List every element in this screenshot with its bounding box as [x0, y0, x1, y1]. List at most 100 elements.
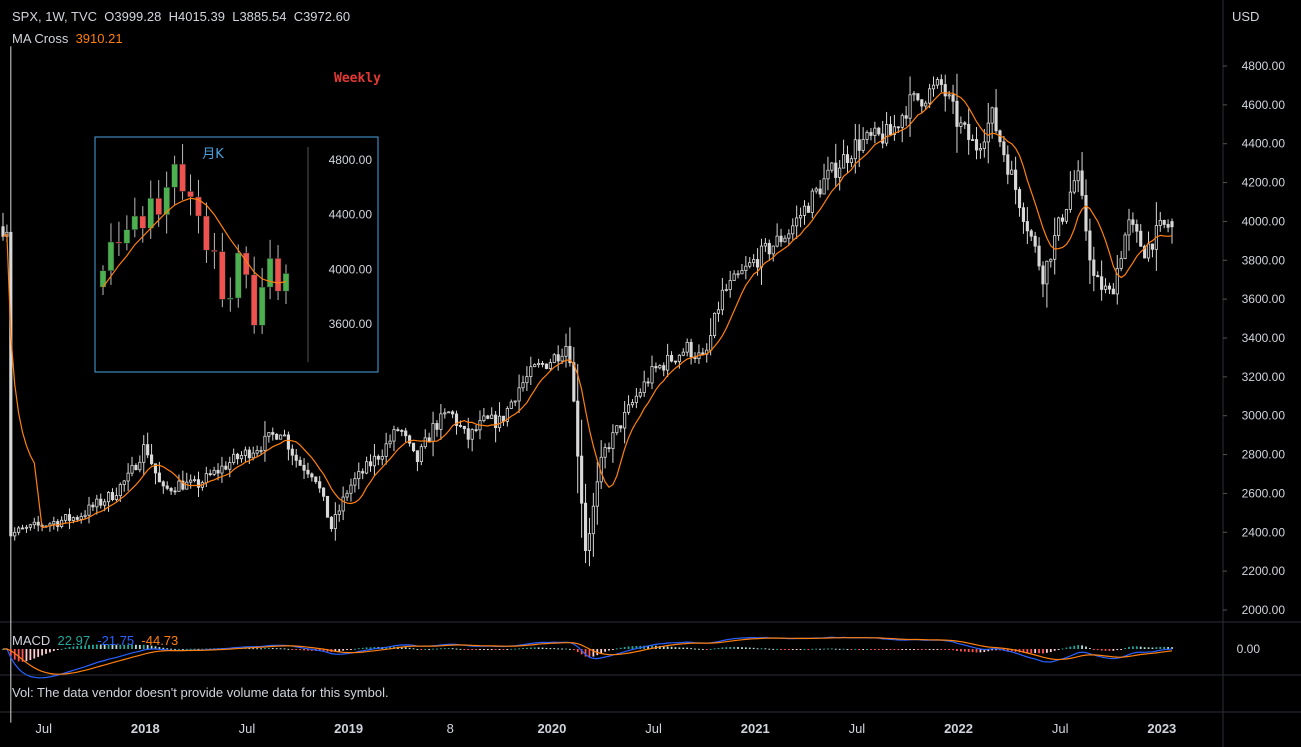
weekly-candle [87, 504, 91, 516]
macd-hist-bar [748, 647, 751, 649]
macd-hist-bar [416, 648, 419, 650]
macd-hist-bar [565, 648, 567, 650]
macd-hist-bar [80, 645, 83, 649]
weekly-candle [408, 435, 412, 444]
weekly-candle [716, 309, 721, 314]
macd-hist-bar [709, 648, 712, 650]
macd-hist-bar [123, 644, 126, 649]
macd-hist-bar [959, 649, 962, 652]
weekly-candle [752, 259, 756, 264]
macd-hist-bar [25, 649, 28, 662]
macd-hist-bar [404, 647, 407, 649]
weekly-candle [845, 154, 850, 164]
macd-hist-bar [49, 649, 51, 653]
weekly-candle [537, 363, 541, 366]
monthly-candle [274, 258, 282, 292]
weekly-candle [165, 485, 169, 489]
macd-hist-bar [592, 649, 595, 657]
weekly-candle [1060, 217, 1065, 222]
weekly-candle [1025, 221, 1029, 232]
monthly-candle [115, 241, 123, 244]
currency-label[interactable]: USD [1232, 9, 1260, 24]
macd-hist-bar [174, 648, 176, 650]
weekly-candle [494, 414, 498, 429]
weekly-candle [1127, 219, 1131, 236]
weekly-candle [28, 524, 32, 528]
macd-hist-bar [350, 649, 352, 650]
weekly-candle [271, 432, 275, 435]
macd-hist-bar [756, 648, 759, 650]
macd-label: MACD [12, 633, 51, 648]
weekly-candle [79, 516, 83, 520]
macd-hist-bar [713, 648, 716, 650]
macd-legend[interactable]: MACD 22.97 -21.75 -44.73 [12, 633, 178, 648]
weekly-candle [204, 473, 208, 484]
weekly-candle [17, 527, 21, 533]
macd-hist-bar [647, 645, 650, 649]
weekly-candle [396, 429, 400, 432]
weekly-candle [368, 461, 373, 467]
weekly-candle [1166, 224, 1170, 228]
inset-price-tick: 4000.00 [329, 262, 373, 276]
weekly-candle [486, 415, 490, 419]
weekly-candle [939, 79, 943, 85]
monthly-candle [195, 196, 202, 217]
weekly-candle [916, 93, 920, 101]
weekly-candle [1014, 169, 1018, 190]
symbol-interval[interactable]: SPX, 1W, TVC [12, 9, 98, 24]
monthly-candle [203, 215, 210, 251]
macd-hist-bar [111, 644, 114, 649]
weekly-candle [411, 442, 416, 452]
weekly-candle [99, 498, 103, 506]
macd-hist-bar [322, 649, 325, 652]
macd-hist-bar [13, 649, 16, 660]
macd-hist-bar [502, 649, 505, 650]
macd-hist-bar [494, 649, 497, 650]
weekly-candle [1072, 180, 1076, 193]
price-tick-label: 4400.00 [1242, 137, 1286, 151]
weekly-candle [994, 107, 998, 132]
macd-hist-bar [1135, 646, 1138, 649]
weekly-candle [193, 479, 197, 482]
monthly-candle [235, 252, 242, 299]
macd-hist-bar [1065, 647, 1068, 649]
macd-hist-bar [811, 648, 814, 650]
weekly-candle [118, 484, 122, 497]
price-tick-label: 2400.00 [1242, 525, 1286, 539]
macd-hist-bar [471, 649, 474, 650]
macd-hist-bar [365, 647, 368, 649]
macd-hist-bar [1128, 646, 1130, 649]
macd-hist-bar [303, 649, 305, 651]
macd-hist-bar [979, 649, 982, 653]
macd-hist-bar [924, 649, 927, 650]
macd-hist-bar [299, 649, 302, 651]
macd-hist-bar [439, 648, 442, 650]
ohlc-legend[interactable]: SPX, 1W, TVC O3999.28 H4015.39 L3885.54 … [12, 9, 350, 24]
macd-hist-bar [119, 644, 122, 649]
macd-hist-bar [99, 644, 102, 649]
macd-hist-bar [56, 649, 59, 650]
inset-ma-line [102, 197, 287, 288]
weekly-candle [787, 233, 791, 239]
weekly-candle [795, 217, 799, 227]
weekly-candle [763, 242, 767, 247]
weekly-candle [466, 428, 470, 440]
macd-hist-bar [729, 646, 732, 649]
macd-hist-bar [1096, 649, 1099, 650]
weekly-candle [509, 401, 513, 409]
monthly-candle [123, 229, 131, 244]
macd-hist-bar [873, 649, 876, 650]
ma-legend[interactable]: MA Cross 3910.21 [12, 31, 123, 46]
macd-hist-bar [1088, 647, 1091, 649]
weekly-candle [1150, 243, 1155, 250]
weekly-candle [849, 158, 853, 164]
weekly-candle [1064, 209, 1069, 222]
macd-hist-bar [619, 647, 622, 649]
time-tick-label: 2021 [741, 721, 770, 736]
macd-hist-bar [600, 649, 603, 654]
macd-hist-bar [901, 649, 904, 650]
weekly-candle [20, 527, 25, 530]
weekly-candle [372, 455, 376, 467]
weekly-candle [236, 453, 240, 460]
